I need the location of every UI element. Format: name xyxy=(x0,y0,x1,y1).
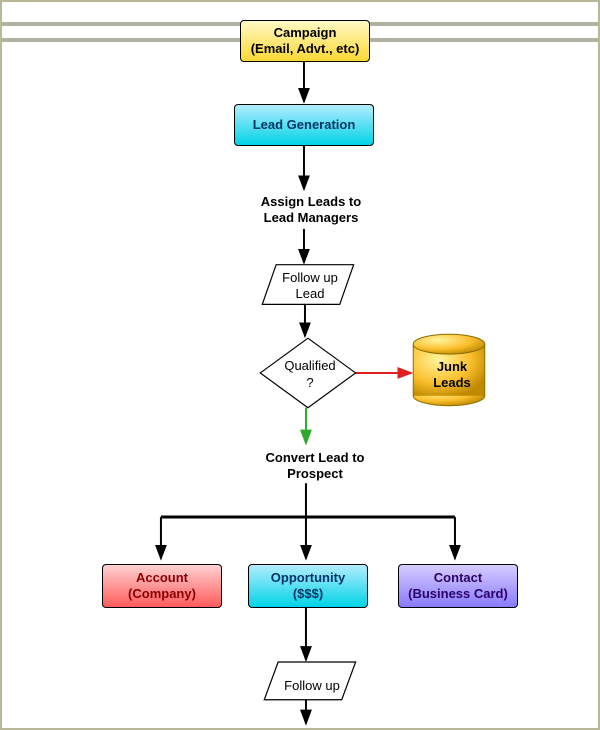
node-qualified-line2: ? xyxy=(306,375,313,390)
node-assign-line2: Lead Managers xyxy=(264,210,359,225)
node-contact-line1: Contact xyxy=(434,570,482,586)
node-followup2-label: Follow up xyxy=(266,670,358,702)
node-account-line2: (Company) xyxy=(128,586,196,602)
node-followup1-line2: Lead xyxy=(296,286,325,302)
node-junk-label: Junk Leads xyxy=(416,336,488,406)
node-assign: Assign Leads to Lead Managers xyxy=(256,194,366,227)
flowchart-page: Campaign (Email, Advt., etc) Lead Genera… xyxy=(0,0,600,730)
node-assign-line1: Assign Leads to xyxy=(261,194,361,209)
node-opportunity-line1: Opportunity xyxy=(271,570,345,586)
node-lead-generation-line1: Lead Generation xyxy=(253,117,356,133)
node-qualified-line1: Qualified xyxy=(284,358,335,373)
node-opportunity: Opportunity ($$$) xyxy=(248,564,368,608)
node-campaign-line2: (Email, Advt., etc) xyxy=(251,41,360,57)
node-junk-line2: Leads xyxy=(433,375,471,390)
node-lead-generation: Lead Generation xyxy=(234,104,374,146)
node-qualified-label: Qualified ? xyxy=(262,340,358,410)
node-followup1-line1: Follow up xyxy=(282,270,338,286)
node-convert: Convert Lead to Prospect xyxy=(260,450,370,483)
node-account: Account (Company) xyxy=(102,564,222,608)
node-contact: Contact (Business Card) xyxy=(398,564,518,608)
node-campaign: Campaign (Email, Advt., etc) xyxy=(240,20,370,62)
node-campaign-line1: Campaign xyxy=(274,25,337,41)
node-opportunity-line2: ($$$) xyxy=(293,586,323,602)
node-convert-line2: Prospect xyxy=(287,466,343,481)
node-account-line1: Account xyxy=(136,570,188,586)
node-convert-line1: Convert Lead to xyxy=(266,450,365,465)
node-contact-line2: (Business Card) xyxy=(408,586,508,602)
node-junk-line1: Junk xyxy=(437,358,467,373)
node-followup1-label: Follow up Lead xyxy=(264,268,356,304)
node-followup2-line1: Follow up xyxy=(284,678,340,694)
